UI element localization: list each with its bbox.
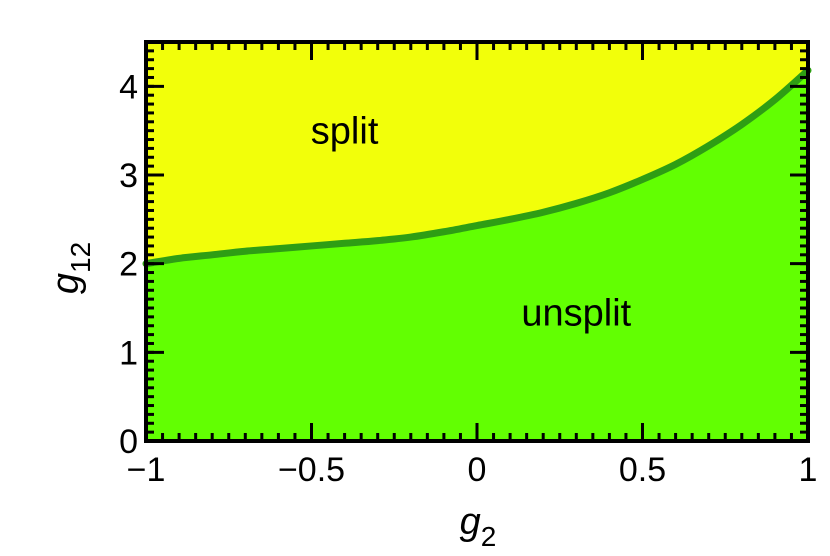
region-label-unsplit: unsplit (521, 292, 631, 334)
tick-labels: −1 −0.5 0 0.5 1 0 1 2 3 4 (119, 68, 817, 489)
x-axis-label: g2 (460, 501, 497, 552)
unsplit-region (146, 70, 808, 442)
y-tick-label: 0 (119, 423, 138, 461)
y-axis-label-subscript: 12 (65, 242, 96, 273)
y-axis-label-main: g (45, 273, 87, 294)
x-axis-label-subscript: 2 (481, 521, 497, 552)
phase-boundary-line (142, 66, 812, 268)
x-tick-label: 1 (799, 451, 818, 489)
x-tick-label: 0 (468, 451, 487, 489)
x-tick-label: −1 (127, 451, 166, 489)
region-label-split: split (311, 111, 379, 153)
y-tick-label: 1 (119, 334, 138, 372)
x-axis-label-main: g (460, 501, 481, 543)
y-tick-label: 2 (119, 246, 138, 284)
y-axis-label: g12 (45, 242, 96, 294)
y-tick-label: 4 (119, 68, 138, 106)
x-tick-label: 0.5 (619, 451, 666, 489)
y-tick-label: 3 (119, 157, 138, 195)
plot-frame (144, 40, 810, 443)
x-tick-label: −0.5 (278, 451, 345, 489)
